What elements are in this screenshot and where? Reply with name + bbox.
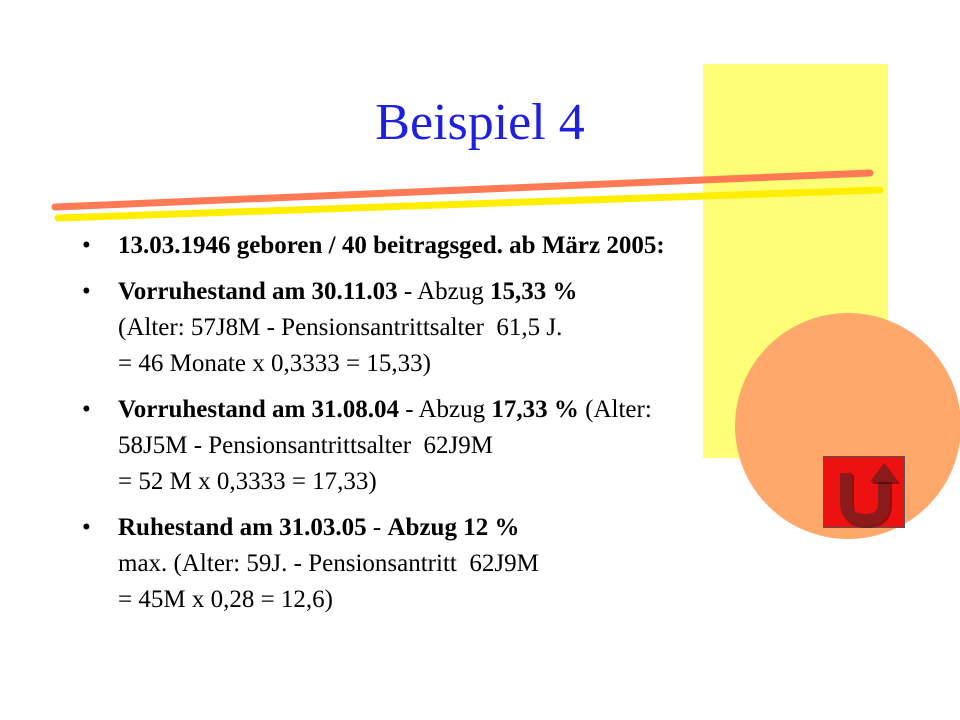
bullet-text: -	[366, 514, 388, 541]
slide-title: Beispiel 4	[375, 94, 585, 151]
bullet-text: = 46 Monate x 0,3333 = 15,33)	[118, 350, 431, 377]
bullet-text: Vorruhestand am 30.11.03	[118, 278, 398, 305]
bullet-line: = 45M x 0,28 = 12,6)	[118, 582, 822, 618]
bullet-line: 13.03.1946 geboren / 40 beitragsged. ab …	[118, 228, 822, 264]
bullet-text: - Abzug	[399, 396, 492, 423]
bullet-text: = 52 M x 0,3333 = 17,33)	[118, 468, 377, 495]
yellow-stripe	[54, 186, 884, 222]
bullet-list: • 13.03.1946 geboren / 40 beitragsged. ab…	[82, 228, 822, 628]
bullet-text: - Abzug	[397, 278, 491, 305]
bullet-line: Ruhestand am 31.03.05 - Abzug 12 %	[118, 510, 822, 546]
bullet-item: • 13.03.1946 geboren / 40 beitragsged. ab…	[82, 228, 822, 264]
return-button[interactable]	[823, 456, 905, 529]
bullet-item: • Ruhestand am 31.03.05 - Abzug 12 % max. …	[82, 510, 822, 618]
bullet-dot: •	[82, 232, 91, 259]
bullet-text: max. (Alter: 59J. - Pensionsantritt 62J9…	[118, 550, 539, 577]
red-stripe	[51, 169, 874, 211]
bullet-item: • Vorruhestand am 30.11.03 - Abzug 15,33 …	[82, 274, 822, 382]
u-turn-arrow-icon	[840, 463, 900, 529]
bullet-text: Vorruhestand am 31.08.04	[118, 396, 400, 423]
bullet-text: (Alter:	[578, 396, 652, 423]
bullet-text: (Alter: 57J8M - Pensionsantrittsalter 61…	[118, 314, 563, 341]
bullet-text: 17,33 %	[491, 396, 579, 423]
bullet-text: Abzug 12 %	[387, 514, 520, 541]
bullet-dot: •	[82, 514, 91, 541]
bullet-text: 58J5M - Pensionsantrittsalter 62J9M	[118, 432, 493, 459]
bullet-line: (Alter: 57J8M - Pensionsantrittsalter 61…	[118, 310, 822, 346]
bullet-line: Vorruhestand am 30.11.03 - Abzug 15,33 %	[118, 274, 822, 310]
bullet-line: max. (Alter: 59J. - Pensionsantritt 62J9…	[118, 546, 822, 582]
bullet-text: 13.03.1946 geboren / 40 beitragsged. ab …	[118, 232, 665, 259]
bullet-text: Ruhestand am 31.03.05	[118, 514, 367, 541]
bullet-line: = 52 M x 0,3333 = 17,33)	[118, 464, 822, 500]
bullet-line: 58J5M - Pensionsantrittsalter 62J9M	[118, 428, 822, 464]
bullet-dot: •	[82, 278, 91, 305]
bullet-line: = 46 Monate x 0,3333 = 15,33)	[118, 346, 822, 382]
bullet-text: 15,33 %	[490, 278, 578, 305]
bullet-text: = 45M x 0,28 = 12,6)	[118, 586, 334, 613]
bullet-dot: •	[82, 396, 91, 423]
bullet-item: • Vorruhestand am 31.08.04 - Abzug 17,33 …	[82, 392, 822, 500]
bullet-line: Vorruhestand am 31.08.04 - Abzug 17,33 %…	[118, 392, 822, 428]
